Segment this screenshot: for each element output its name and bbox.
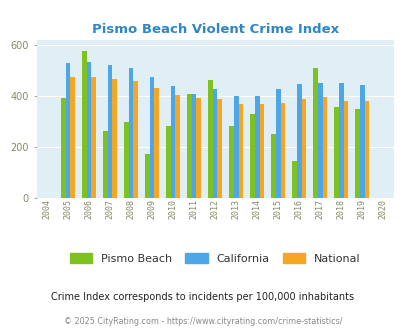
Bar [124,122,128,198]
Bar [317,83,322,198]
Bar [171,85,175,198]
Bar [217,99,222,198]
Bar [259,105,264,198]
Legend: Pismo Beach, California, National: Pismo Beach, California, National [65,249,364,268]
Bar [296,84,301,198]
Bar [249,114,254,198]
Bar [280,103,284,198]
Bar [334,107,338,198]
Bar [103,131,107,198]
Bar [233,96,238,198]
Bar [192,94,196,198]
Bar [154,88,159,198]
Bar [313,68,317,198]
Bar [166,126,171,198]
Bar [175,94,180,198]
Bar [275,89,280,198]
Bar [338,83,343,198]
Bar [301,99,305,198]
Bar [128,68,133,198]
Text: © 2025 CityRating.com - https://www.cityrating.com/crime-statistics/: © 2025 CityRating.com - https://www.city… [64,317,341,326]
Title: Pismo Beach Violent Crime Index: Pismo Beach Violent Crime Index [92,23,338,36]
Bar [133,81,138,198]
Bar [354,109,359,198]
Bar [238,104,243,198]
Bar [66,63,70,198]
Bar [359,85,364,198]
Bar [343,101,347,198]
Bar [292,161,296,198]
Bar [208,80,212,198]
Bar [61,98,66,198]
Bar [212,89,217,198]
Bar [149,77,154,198]
Text: Crime Index corresponds to incidents per 100,000 inhabitants: Crime Index corresponds to incidents per… [51,292,354,302]
Bar [196,98,200,198]
Bar [107,65,112,198]
Bar [229,126,233,198]
Bar [82,51,87,198]
Bar [364,101,368,198]
Bar [91,77,96,198]
Bar [322,97,326,198]
Bar [271,134,275,198]
Bar [112,79,117,198]
Bar [145,154,149,198]
Bar [87,62,91,198]
Bar [187,94,192,198]
Bar [70,78,75,198]
Bar [254,96,259,198]
